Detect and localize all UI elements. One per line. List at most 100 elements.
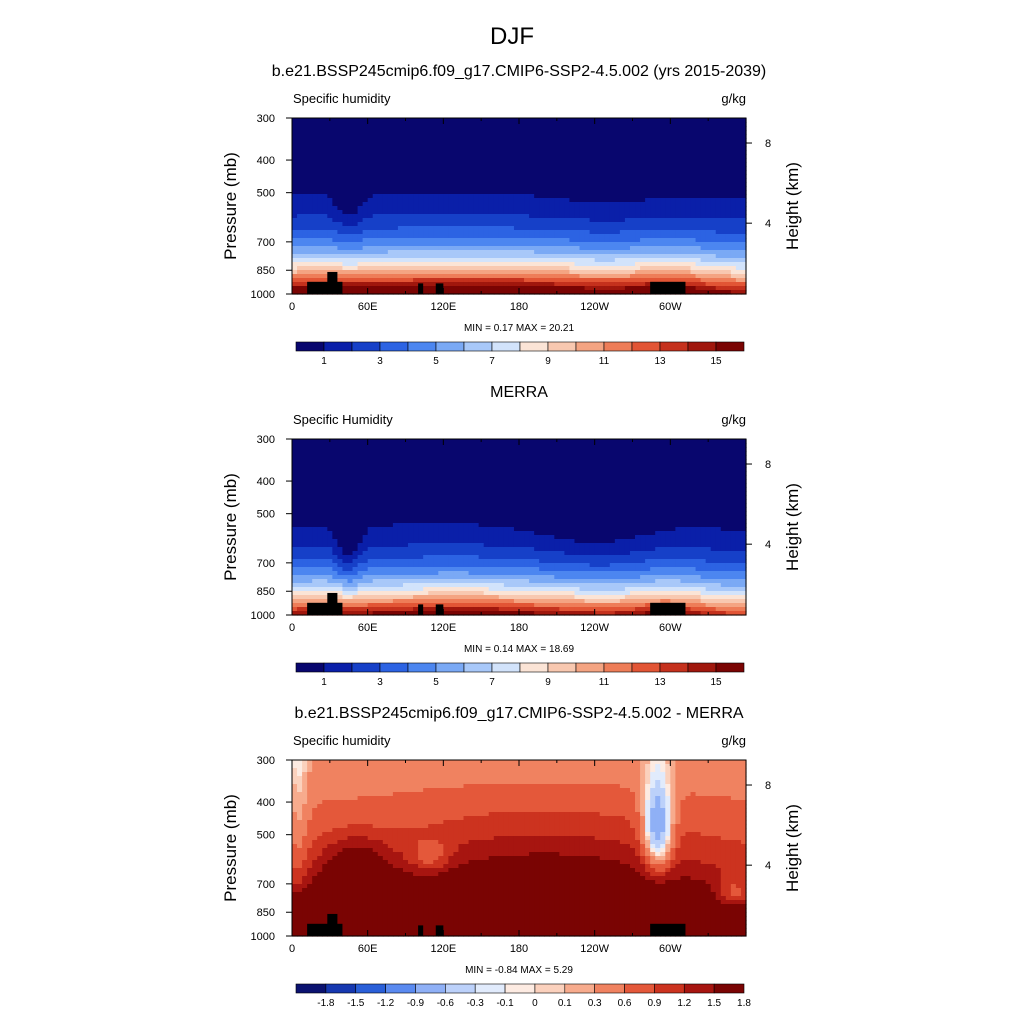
heatmap-cell [534,138,540,143]
heatmap-cell [680,451,687,456]
heatmap-cell [297,270,303,275]
heatmap-cell [680,258,687,263]
heatmap-cell [342,194,349,199]
heatmap-cell [413,178,419,183]
heatmap-cell [624,126,631,131]
heatmap-cell [539,126,545,131]
heatmap-cell [579,154,586,159]
heatmap-cell [549,230,555,235]
heatmap-cell [519,226,525,231]
heatmap-cell [458,475,465,480]
heatmap-cell [327,479,333,484]
heatmap-cell [710,154,717,159]
heatmap-cell [372,162,379,167]
heatmap-cell [539,250,545,255]
heatmap-cell [362,222,369,227]
heatmap-cell [297,290,303,295]
heatmap-cell [418,142,424,147]
heatmap-cell [347,134,354,139]
heatmap-cell [342,238,349,243]
heatmap-cell [695,270,702,275]
heatmap-cell [574,170,581,175]
heatmap-cell [508,138,515,143]
heatmap-cell [292,242,298,247]
heatmap-cell [362,170,369,175]
heatmap-cell [695,266,702,271]
heatmap-cell [690,182,697,187]
heatmap-cell [478,266,485,271]
heatmap-cell [377,447,384,452]
heatmap-cell [609,118,616,123]
heatmap-cell [387,459,394,464]
heatmap-cell [402,475,409,480]
heatmap-cell [690,130,697,135]
heatmap-cell [372,174,379,179]
heatmap-cell [312,242,318,247]
heatmap-cell [594,190,601,195]
heatmap-cell [342,471,349,476]
heatmap-cell [357,182,364,187]
heatmap-cell [418,443,424,448]
heatmap-cell [458,166,465,171]
heatmap-cell [539,238,545,243]
heatmap-cell [307,258,313,263]
heatmap-cell [665,447,671,452]
heatmap-cell [589,158,596,163]
heatmap-cell [297,118,303,123]
heatmap-cell [327,182,333,187]
heatmap-cell [589,194,596,199]
heatmap-cell [730,198,737,203]
heatmap-cell [453,479,460,484]
heatmap-cell [392,475,399,480]
heatmap-cell [332,467,338,472]
heatmap-cell [297,451,303,456]
heatmap-cell [397,274,404,279]
heatmap-cell [463,190,470,195]
heatmap-cell [438,130,444,135]
heatmap-cell [342,122,349,127]
heatmap-cell [458,282,465,287]
heatmap-cell [292,198,298,203]
heatmap-cell [498,262,505,267]
heatmap-cell [624,130,631,135]
heatmap-cell [423,222,429,227]
heatmap-cell [660,222,666,227]
heatmap-cell [640,270,646,275]
heatmap-cell [564,174,571,179]
heatmap-cell [584,246,591,251]
heatmap-cell [443,134,449,139]
heatmap-cell [367,226,374,231]
heatmap-cell [418,134,424,139]
heatmap-cell [463,278,470,283]
heatmap-cell [473,455,480,460]
heatmap-cell [317,174,323,179]
heatmap-cell [392,166,399,171]
heatmap-cell [589,475,596,480]
heatmap-cell [443,254,449,259]
heatmap-cell [640,226,646,231]
heatmap-cell [539,174,545,179]
heatmap-cell [710,278,717,283]
heatmap-cell [534,463,540,468]
heatmap-cell [483,467,490,472]
heatmap-cell [705,174,712,179]
heatmap-cell [478,150,485,155]
heatmap-cell [468,246,475,251]
heatmap-cell [579,278,586,283]
heatmap-cell [488,246,495,251]
heatmap-cell [705,134,712,139]
heatmap-cell [589,290,596,295]
heatmap-cell [529,186,535,191]
heatmap-cell [508,475,515,480]
heatmap-cell [337,150,344,155]
heatmap-cell [594,471,601,476]
heatmap-cell [463,194,470,199]
heatmap-cell [438,194,444,199]
heatmap-cell [297,138,303,143]
heatmap-cell [685,266,692,271]
heatmap-cell [544,290,550,295]
heatmap-cell [524,150,530,155]
heatmap-cell [347,479,354,484]
heatmap-cell [488,154,495,159]
heatmap-cell [665,138,671,143]
